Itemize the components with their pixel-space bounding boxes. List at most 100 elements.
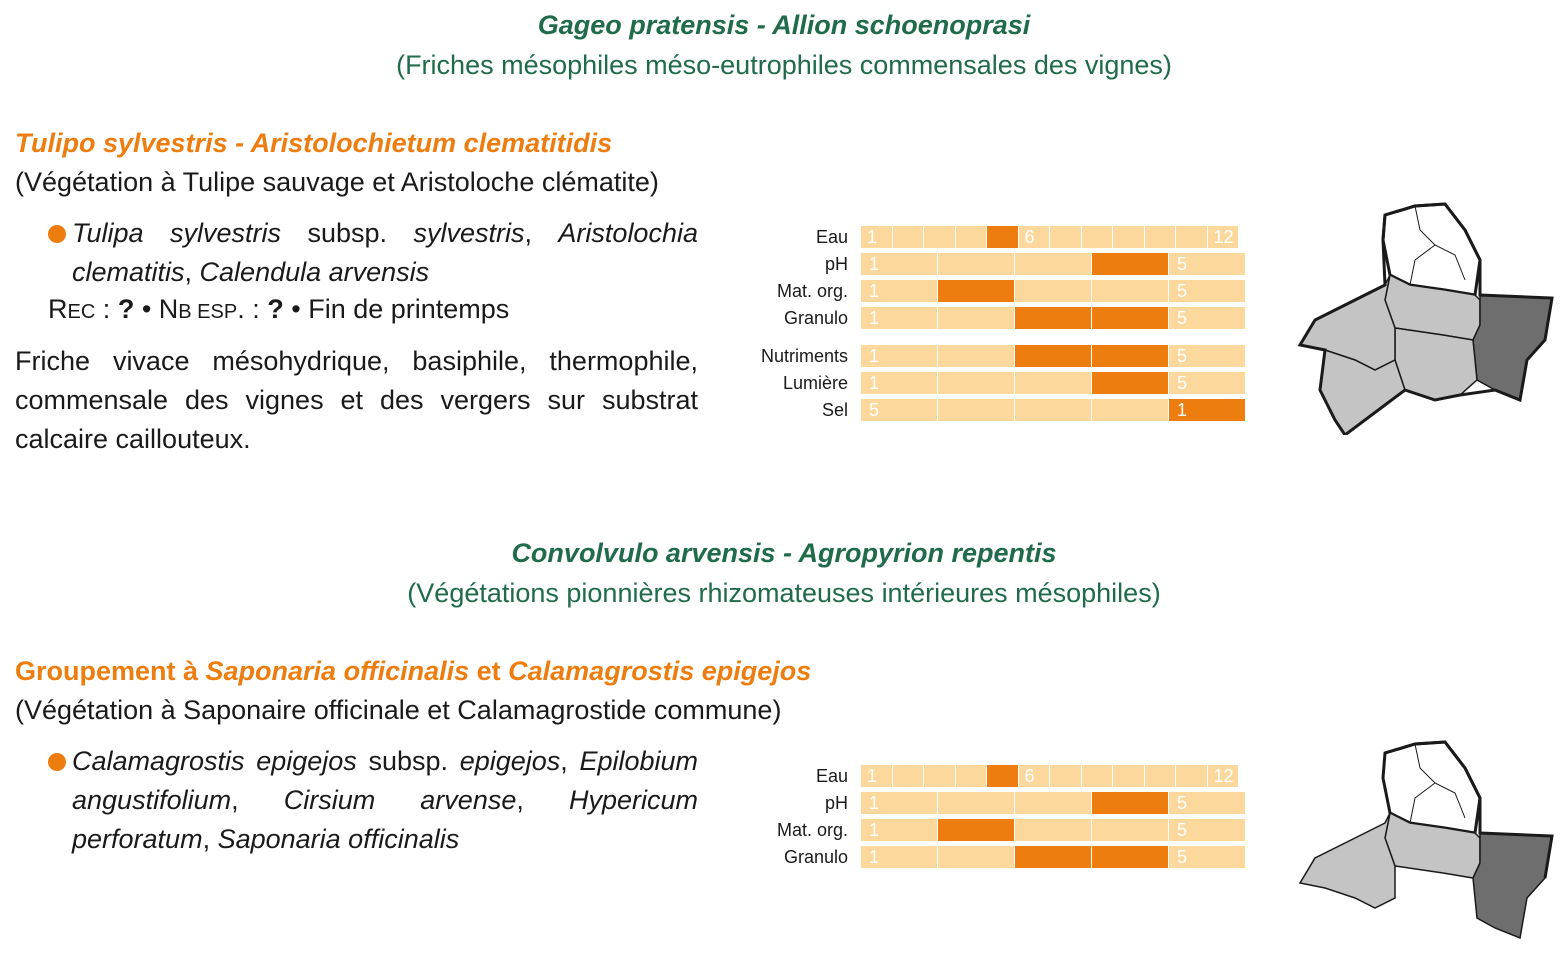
indicator-cell: 5	[1169, 253, 1245, 275]
indicator-row: Mat. org. 1 5	[740, 819, 1251, 841]
indicator-row: Granulo 1 5	[740, 846, 1251, 868]
indicator-cell	[1050, 765, 1081, 787]
indicator-cell	[1081, 226, 1112, 248]
indicator-cell	[1015, 399, 1091, 421]
species-name: Calendula arvensis	[199, 257, 430, 287]
indicator-row: Eau 1 6 12	[740, 765, 1251, 787]
indicator-cell: 1	[861, 226, 892, 248]
species-name: Calamagrostis epigejos	[72, 746, 357, 776]
indicator-label: Mat. org.	[776, 281, 848, 301]
indicator-cell	[938, 792, 1014, 814]
species-list-1: Tulipa sylvestris subsp. sylvestris, Ari…	[48, 214, 698, 294]
region-map-icon	[1297, 202, 1554, 438]
species-connector: ,	[231, 785, 284, 815]
indicator-label: Eau	[815, 766, 848, 786]
indicator-cell	[1092, 399, 1168, 421]
indicator-cell	[1113, 226, 1144, 248]
indicator-cell: 1	[1169, 399, 1245, 421]
indicator-cell	[1015, 345, 1091, 367]
alliance-title-2: Convolvulo arvensis - Agropyrion repenti…	[511, 538, 1057, 568]
species-name: epigejos	[459, 746, 561, 776]
indicator-cell	[1015, 253, 1091, 275]
indicator-cell	[938, 253, 1014, 275]
indicator-cell: 5	[1169, 307, 1245, 329]
indicator-cell: 5	[1169, 372, 1245, 394]
species-connector: ,	[560, 746, 580, 776]
indicator-row: Mat. org. 1 5	[740, 280, 1251, 302]
alliance-subtitle-1: (Friches mésophiles méso-eutrophiles com…	[396, 50, 1172, 80]
association-title-1: Tulipo sylvestris - Aristolochietum clem…	[15, 128, 612, 159]
indicator-cell	[1015, 307, 1091, 329]
region-map-icon	[1298, 740, 1554, 940]
indicator-row: Lumière 1 5	[740, 372, 1251, 394]
indicator-cell: 12	[1207, 226, 1238, 248]
species-connector: subsp.	[281, 218, 414, 248]
indicator-cell: 1	[861, 846, 937, 868]
indicator-cell: 5	[1169, 819, 1245, 841]
indicator-cell	[938, 345, 1014, 367]
indicator-row: Nutriments 1 5	[740, 345, 1251, 367]
species-name: Saponaria officinalis	[205, 656, 470, 686]
rec-value: ?	[117, 294, 135, 324]
indicator-cell	[938, 372, 1014, 394]
indicator-label: Granulo	[783, 847, 848, 867]
indicator-cell	[1092, 307, 1168, 329]
indicator-cell: 5	[1169, 792, 1245, 814]
indicator-label: Mat. org.	[776, 820, 848, 840]
indicator-cell	[1092, 819, 1168, 841]
distribution-map-2	[1295, 738, 1555, 978]
indicator-cell	[1081, 765, 1112, 787]
distribution-map-1	[1295, 200, 1555, 440]
indicator-label: Granulo	[783, 308, 848, 328]
alliance-title-1: Gageo pratensis - Allion schoenoprasi	[537, 10, 1031, 40]
indicator-cell	[938, 399, 1014, 421]
species-name: Aristolochia clematitis	[72, 218, 698, 287]
indicator-cell: 5	[1169, 280, 1245, 302]
species-connector: ,	[524, 218, 559, 248]
indicator-cell	[938, 307, 1014, 329]
indicator-cell: 5	[861, 399, 937, 421]
indicator-cell	[1015, 846, 1091, 868]
indicator-label: Lumière	[782, 373, 848, 393]
association-meta-1: REC : ? • NB ESP. : ? • Fin de printemps	[48, 294, 510, 324]
indicator-cell: 1	[861, 345, 937, 367]
indicator-row: Sel 5 1	[740, 399, 1251, 421]
association-title-text: Tulipo sylvestris - Aristolochietum clem…	[15, 128, 613, 158]
bullet-icon	[48, 225, 66, 243]
indicator-label: Eau	[815, 227, 848, 247]
species-connector: ,	[516, 785, 569, 815]
association-description-1: Friche vivace mésohydrique, basiphile, t…	[15, 346, 698, 454]
indicator-label: Nutriments	[760, 346, 848, 366]
indicator-cell	[1092, 253, 1168, 275]
indicator-cell	[938, 846, 1014, 868]
indicator-cell: 5	[1169, 345, 1245, 367]
bullet-icon	[48, 753, 66, 771]
indicator-cell: 1	[861, 372, 937, 394]
species-name: Calamagrostis epigejos	[508, 656, 812, 686]
indicator-cell	[1092, 792, 1168, 814]
species-text-2: Calamagrostis epigejos subsp. epigejos, …	[72, 742, 698, 859]
indicator-cell	[924, 226, 955, 248]
indicator-cell	[1092, 846, 1168, 868]
indicator-cell	[955, 765, 986, 787]
indicator-cell	[1176, 765, 1207, 787]
indicator-cell: 1	[861, 765, 892, 787]
indicator-cell	[1092, 372, 1168, 394]
indicator-cell: 1	[861, 792, 937, 814]
indicator-cell	[938, 819, 1014, 841]
species-name: Cirsium arvense	[283, 785, 517, 815]
species-connector: subsp.	[356, 746, 460, 776]
indicator-cell: 1	[861, 819, 937, 841]
species-list-2: Calamagrostis epigejos subsp. epigejos, …	[48, 742, 698, 860]
indicator-row: pH 1 5	[740, 792, 1251, 814]
species-connector: Groupement à	[15, 656, 206, 686]
indicator-cell: 1	[861, 253, 937, 275]
indicator-label: pH	[824, 793, 848, 813]
association-subtitle-2: (Végétation à Saponaire officinale et Ca…	[15, 695, 782, 725]
indicator-cell	[892, 226, 923, 248]
species-name: Tulipa sylvestris	[72, 218, 281, 248]
nb-esp-label: NB ESP.	[158, 294, 245, 324]
indicator-cell	[987, 765, 1018, 787]
indicator-cell	[1050, 226, 1081, 248]
indicator-label: Sel	[821, 400, 848, 420]
